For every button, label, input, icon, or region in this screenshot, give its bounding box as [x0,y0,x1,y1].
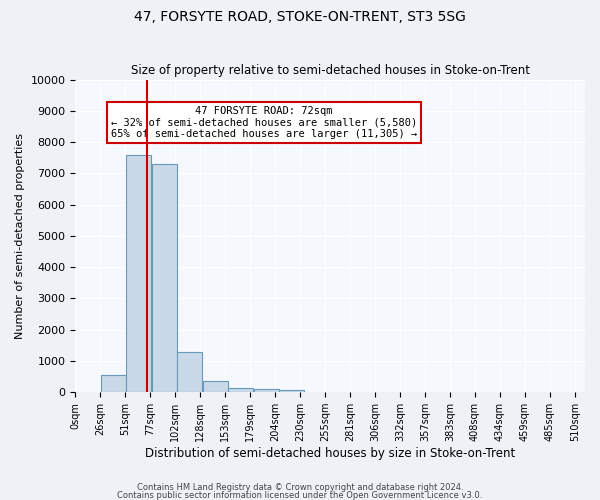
Text: 47, FORSYTE ROAD, STOKE-ON-TRENT, ST3 5SG: 47, FORSYTE ROAD, STOKE-ON-TRENT, ST3 5S… [134,10,466,24]
Y-axis label: Number of semi-detached properties: Number of semi-detached properties [15,133,25,339]
Text: Contains public sector information licensed under the Open Government Licence v3: Contains public sector information licen… [118,490,482,500]
Bar [152,164,177,392]
Title: Size of property relative to semi-detached houses in Stoke-on-Trent: Size of property relative to semi-detach… [131,64,530,77]
Text: 47 FORSYTE ROAD: 72sqm
← 32% of semi-detached houses are smaller (5,580)
65% of : 47 FORSYTE ROAD: 72sqm ← 32% of semi-det… [111,106,417,140]
Text: Contains HM Land Registry data © Crown copyright and database right 2024.: Contains HM Land Registry data © Crown c… [137,483,463,492]
Bar [254,389,279,392]
Bar [279,390,304,392]
Bar [126,154,151,392]
X-axis label: Distribution of semi-detached houses by size in Stoke-on-Trent: Distribution of semi-detached houses by … [145,447,515,460]
Bar [101,375,126,392]
Bar [177,352,202,392]
Bar [203,382,228,392]
Bar [228,388,253,392]
